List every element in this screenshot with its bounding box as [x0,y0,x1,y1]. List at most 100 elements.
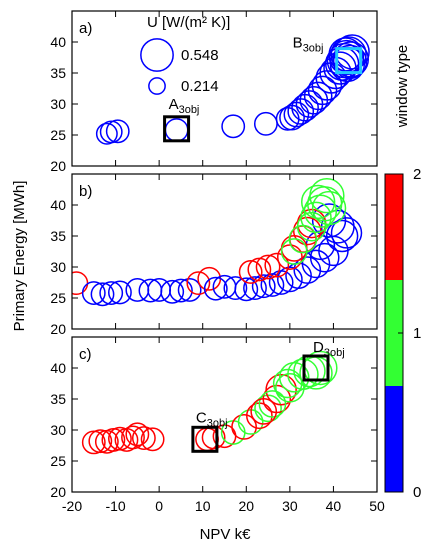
data-point [265,373,297,406]
data-point [90,282,115,307]
panel-frame [71,10,378,167]
y-tick-label: 35 [50,228,66,244]
annotation-label: D3obj [313,339,345,359]
data-point [300,184,336,220]
annotation-subscript: 3obj [179,104,200,116]
data-point [221,114,246,139]
data-point [311,190,347,226]
size-legend-label: 0.214 [181,78,219,95]
size-legend-marker [148,77,166,95]
annotation-subscript: 3obj [207,417,228,429]
x-tick-label: -20 [62,498,82,514]
panel-label: b) [79,183,92,200]
panel-points [72,178,363,307]
y-axis-label: Primary Energy [MWh] [11,181,28,332]
annotation-base: C [196,409,207,426]
y-tick-label: 35 [50,65,66,81]
data-point [231,414,257,440]
data-point [238,260,263,284]
x-tick-label: -10 [105,498,125,514]
data-point [307,75,338,106]
data-point [177,278,202,302]
data-point [272,368,303,399]
y-tick-label: 20 [50,321,66,337]
data-point [88,429,113,454]
annotation-label: C3obj [196,409,228,429]
data-point [330,217,363,249]
x-tick-label: 10 [195,498,211,514]
panel-points [95,34,370,145]
data-point [303,81,333,111]
panel-frame [71,336,378,493]
data-point [325,219,359,253]
data-point [125,422,150,447]
data-point [301,249,331,279]
data-point [332,44,368,80]
y-tick-label: 20 [50,484,66,500]
data-point [311,203,347,238]
colorbar-title: window type [394,45,411,129]
highlight-box [302,354,330,382]
data-point [254,394,282,423]
x-tick-label: 50 [369,498,385,514]
panel-label: a) [79,20,92,37]
data-point [121,425,145,450]
colorbar-segment [385,174,403,280]
y-tick-label: 30 [50,422,66,438]
data-point [81,281,106,305]
y-tick-label: 40 [50,197,66,213]
data-point [258,390,287,418]
colorbar-tick-label: 2 [413,166,421,183]
highlight-box [191,425,219,453]
data-point [108,280,132,305]
data-point [234,277,259,302]
data-point [164,118,189,142]
data-point [125,278,150,302]
data-point [253,111,278,136]
colorbar-tick-label: 1 [413,325,421,342]
y-tick-label: 30 [50,259,66,275]
data-point [243,276,267,300]
data-point [276,244,303,270]
x-tick-label: 20 [238,498,254,514]
data-point [309,242,340,273]
annotation-label: B3obj [293,35,324,55]
colorbar: 0 1 2 [384,166,421,501]
size-legend-title: U [W/(m² K)] [147,14,230,31]
highlight-box [335,47,363,75]
y-tick-label: 35 [50,391,66,407]
data-point [275,373,305,403]
data-point [280,238,308,265]
data-point [203,276,228,301]
data-point [99,281,124,305]
data-point [95,122,118,145]
data-point [72,271,89,296]
x-axis-label: NPV k€ [200,526,252,543]
x-tick-label: 30 [282,498,298,514]
data-point [264,252,290,278]
panel-label: c) [79,346,92,363]
y-tick-label: 30 [50,96,66,112]
data-point [186,271,211,296]
colorbar-segment [385,386,403,492]
annotation-base: D [313,339,324,356]
data-point [223,276,248,300]
data-point [255,254,281,280]
annotation-base: B [293,35,303,52]
x-tick-label: 0 [155,498,163,514]
panel-b: 20 25 30 35 40 b) [50,173,378,337]
y-tick-label: 20 [50,158,66,174]
data-point [169,278,193,303]
data-point [293,256,322,284]
data-point [268,270,294,295]
y-tick-label: 25 [50,290,66,306]
data-point [99,120,123,144]
highlight-box [163,115,191,143]
annotation-subscript: 3obj [324,347,345,359]
x-tick-label: 40 [326,498,342,514]
size-legend-marker [140,38,174,72]
data-point [131,426,156,450]
